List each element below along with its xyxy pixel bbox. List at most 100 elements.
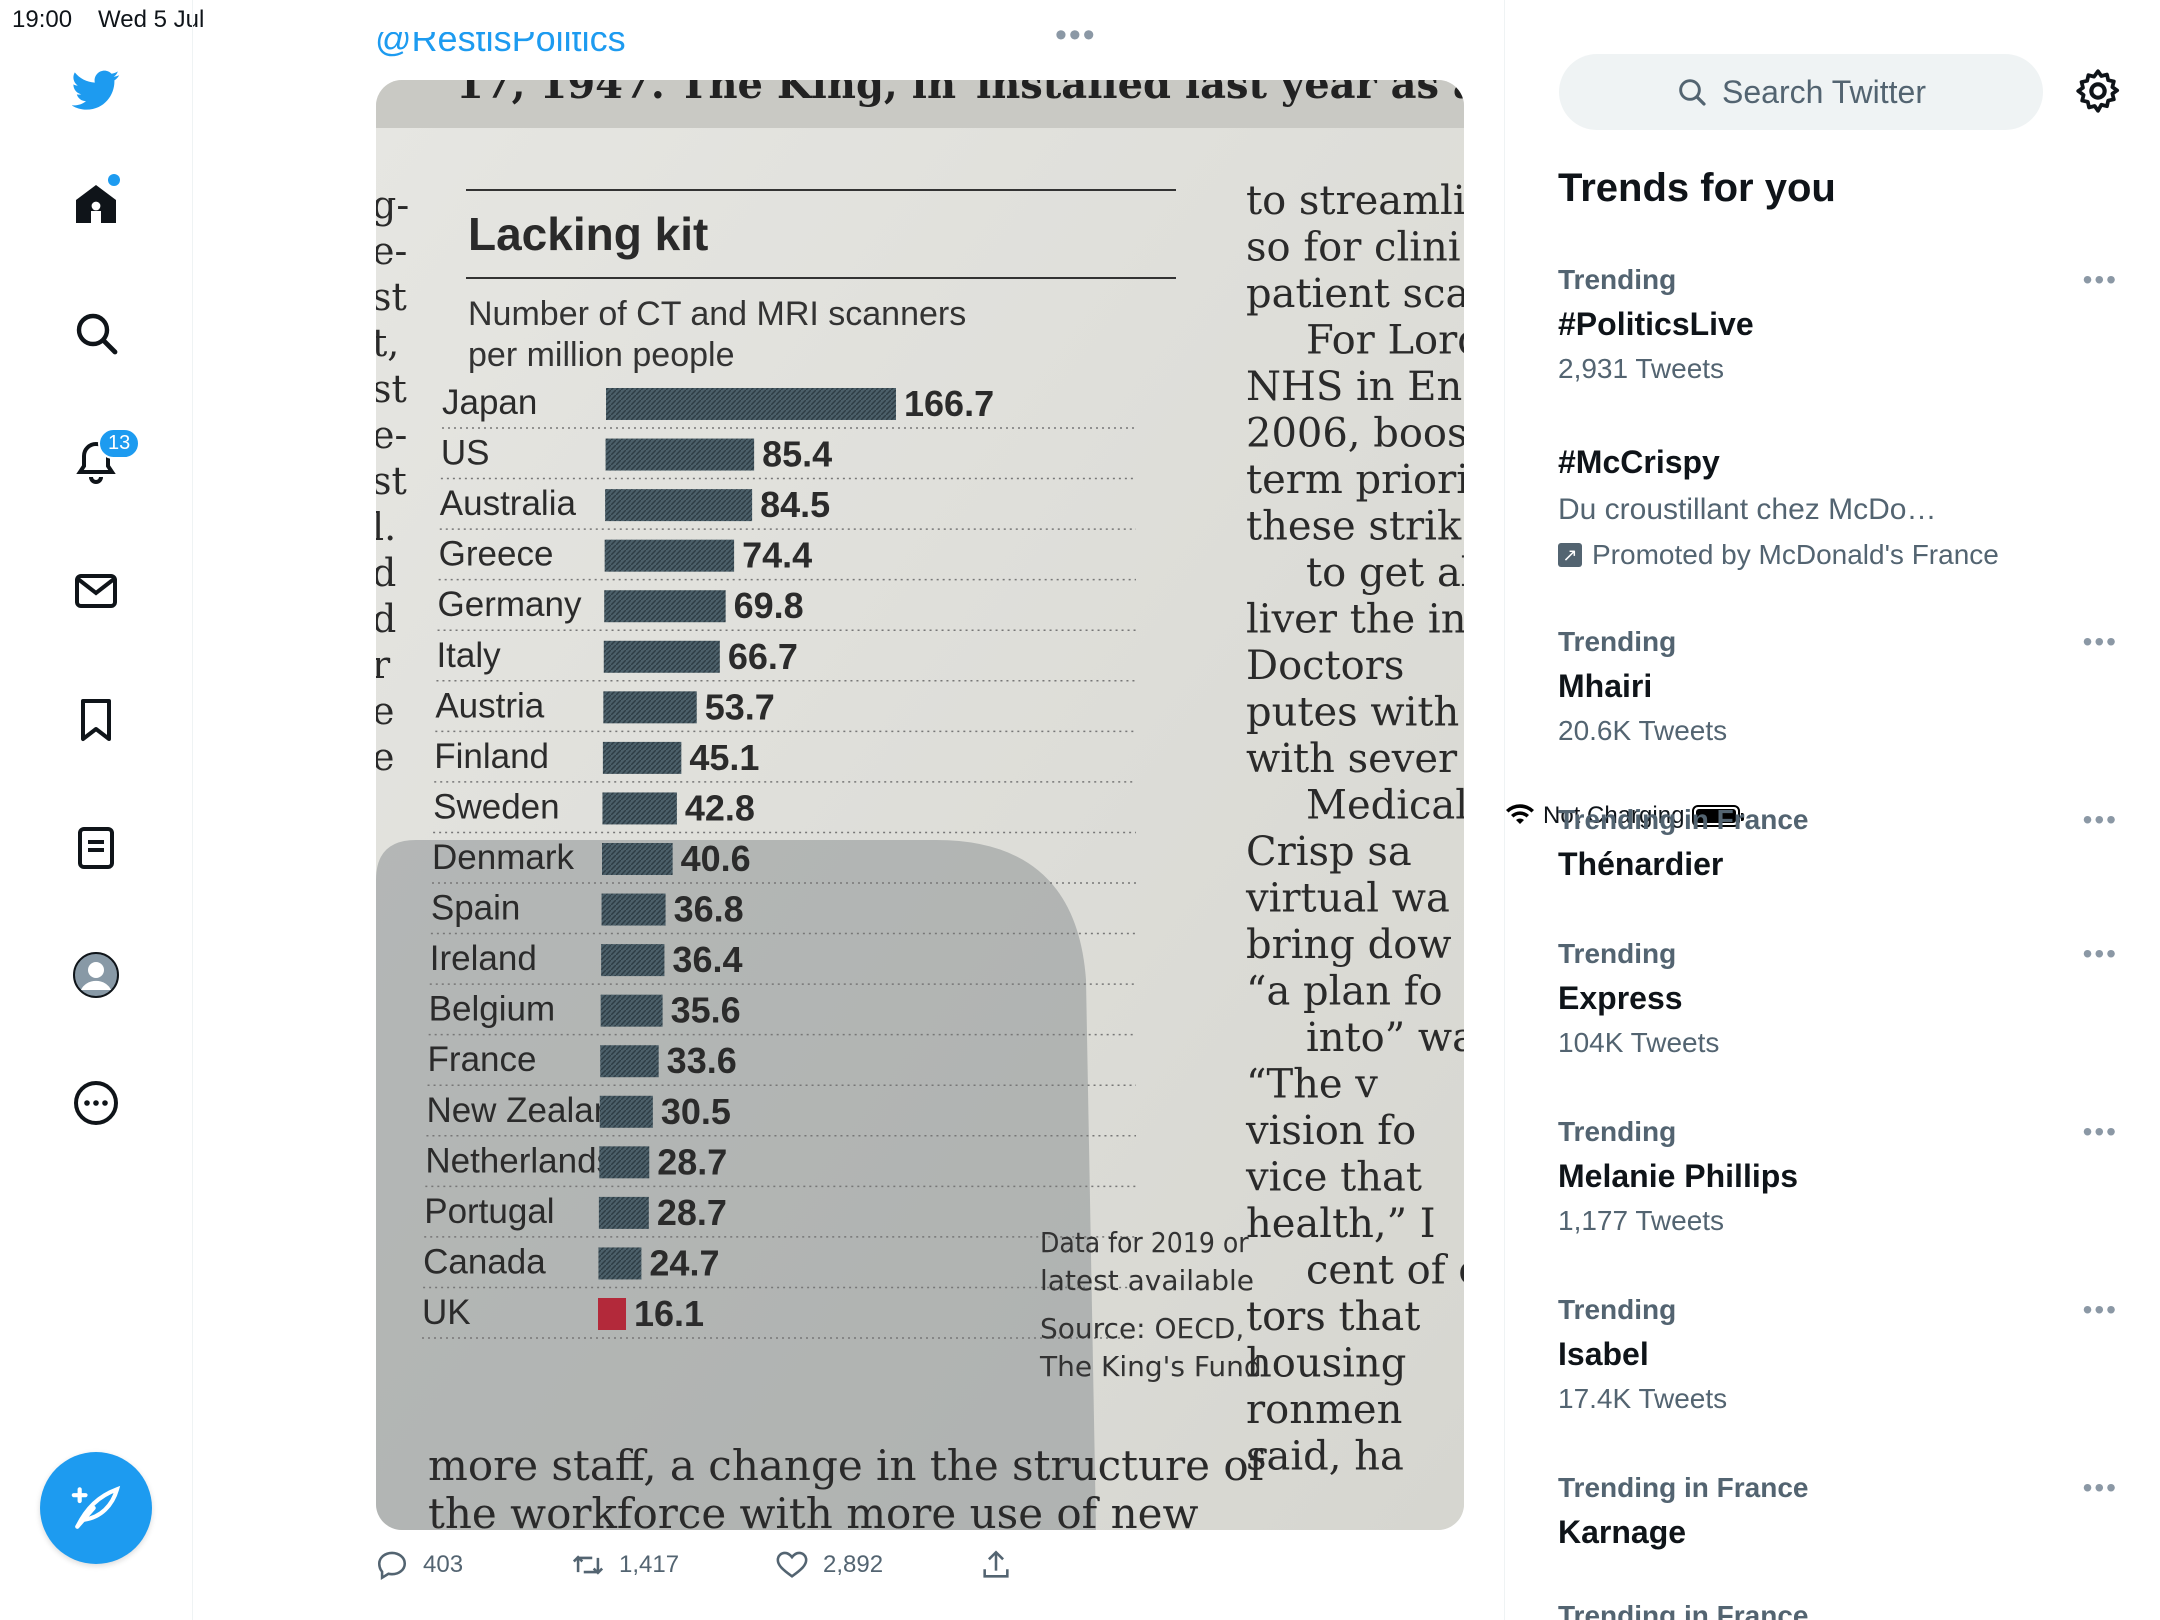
bar-value-label: 28.7 (657, 1192, 727, 1233)
status-bar: 19:00 Wed 5 Jul Not Charging (0, 0, 2160, 829)
battery-icon (1692, 805, 1745, 827)
bar-category-label: Netherlands (425, 1141, 614, 1180)
share-icon (983, 1550, 1009, 1578)
search-icon[interactable] (66, 303, 126, 363)
article-right-line: ronmen (1246, 1387, 1402, 1433)
bar (599, 1146, 650, 1179)
bar (598, 1247, 642, 1280)
trend-more-icon[interactable]: ••• (2082, 1116, 2118, 1147)
bar-value-label: 16.1 (634, 1293, 704, 1334)
promoted-trend-item[interactable]: #McCrispy Du croustillant chez McDo… ↗ P… (1558, 444, 2118, 571)
trend-more-icon[interactable]: ••• (2082, 626, 2118, 657)
trend-count: 17.4K Tweets (1558, 1383, 1728, 1414)
trend-context: Trending (1558, 1116, 1677, 1147)
trend-item[interactable]: Trending in France Karnage ••• (1558, 1472, 2118, 1551)
settings-gear-icon[interactable] (2073, 66, 2123, 116)
search-placeholder: Search Twitter (1722, 73, 1926, 110)
trend-item[interactable]: Trending Express 104K Tweets ••• (1558, 938, 2118, 1059)
bar-value-label: 74.4 (742, 535, 812, 576)
bar (598, 1196, 649, 1229)
bar-category-label: UK (422, 1293, 471, 1332)
bar (604, 590, 726, 623)
like-button[interactable]: 2,892 (775, 1548, 883, 1582)
bar (605, 438, 755, 471)
trend-context: Trending in France (1558, 804, 1809, 835)
bar-category-label: Belgium (429, 990, 555, 1029)
chart-note-line2: latest available (1040, 1264, 1254, 1297)
bar-category-label: Austria (435, 686, 544, 725)
home-unread-dot (108, 174, 120, 186)
trend-item[interactable]: Trending in France Thénardier ••• (1558, 804, 2118, 883)
bar-value-label: 28.7 (657, 1141, 727, 1182)
article-left-fragment: r (376, 643, 391, 687)
search-input[interactable]: Search Twitter (1559, 54, 2043, 130)
bar (600, 1045, 659, 1078)
bar (604, 539, 735, 572)
retweet-count: 1,417 (619, 1551, 680, 1578)
trend-item[interactable]: Trending Mhairi 20.6K Tweets ••• (1558, 626, 2118, 747)
trend-more-icon[interactable]: ••• (2082, 938, 2118, 969)
bar-category-label: Portugal (424, 1192, 554, 1231)
bar-value-label: 35.6 (671, 990, 741, 1031)
messages-envelope-icon[interactable] (66, 561, 126, 621)
trend-context: Trending in France (1558, 1600, 1809, 1620)
trend-more-icon[interactable]: ••• (2082, 1472, 2118, 1503)
compose-tweet-button[interactable] (40, 1452, 152, 1564)
retweet-icon (572, 1555, 604, 1575)
tweet-photo[interactable]: 17, 1947. The King, in installed last ye… (376, 80, 1464, 1530)
article-right-line: patient scar (1246, 271, 1464, 317)
bar-value-label: 36.8 (674, 889, 744, 930)
trend-name: Isabel (1558, 1336, 1649, 1372)
bar (605, 489, 753, 522)
trend-name: Thénardier (1558, 846, 1724, 882)
more-options-icon[interactable] (66, 1073, 126, 1133)
bar-value-label: 42.8 (685, 787, 755, 828)
trend-context: Trending (1558, 938, 1677, 969)
twitter-logo-icon[interactable] (66, 60, 126, 120)
home-icon[interactable] (66, 174, 126, 234)
retweet-button[interactable]: 1,417 (571, 1548, 679, 1582)
share-button[interactable] (979, 1548, 1013, 1582)
bar-category-label: Germany (438, 585, 582, 624)
trend-more-icon[interactable]: ••• (2082, 804, 2118, 835)
trend-item[interactable]: Trending Melanie Phillips 1,177 Tweets •… (1558, 1116, 2118, 1237)
bar-category-label: Japan (442, 383, 537, 422)
bar-value-label: 45.1 (689, 737, 759, 778)
trend-context: Trending (1558, 626, 1677, 657)
more-dots-icon[interactable]: ••• (1055, 16, 1097, 54)
trend-item[interactable]: Trending #PoliticsLive 2,931 Tweets ••• (1558, 264, 2118, 385)
bar-category-label: Italy (436, 636, 501, 675)
bar-value-label: 166.7 (904, 383, 994, 424)
trend-count: 20.6K Tweets (1558, 715, 1728, 746)
article-right-line: into” was (1306, 1015, 1464, 1061)
compose-feather-icon (71, 1485, 121, 1529)
reply-icon (377, 1551, 407, 1581)
trend-item[interactable]: Trending in France (1558, 1600, 2118, 1620)
article-right-line: tors that (1246, 1294, 1420, 1340)
trend-more-icon[interactable]: ••• (2082, 264, 2118, 295)
trend-name: #PoliticsLive (1558, 306, 1754, 342)
tweet-author-handle[interactable]: @RestisPolitics (375, 18, 626, 59)
lists-icon[interactable] (66, 818, 126, 878)
profile-avatar-icon[interactable] (66, 945, 126, 1005)
trend-item[interactable]: Trending Isabel 17.4K Tweets ••• (1558, 1294, 2118, 1415)
promoted-text: Promoted by McDonald's France (1592, 539, 1999, 570)
tweet-actions: 403 1,417 2,892 (375, 1548, 1275, 1592)
trend-count: 104K Tweets (1558, 1027, 1720, 1058)
article-left-fragment: e- (376, 229, 407, 273)
notifications-bell-icon[interactable]: 13 (66, 428, 141, 492)
chart-subtitle-line1: Number of CT and MRI scanners (468, 295, 966, 333)
bar (599, 1095, 653, 1128)
chart-bars: Japan 166.7 US 85.4 Australia 84.5 Greece 74.4 G… (422, 383, 1136, 1339)
article-right-line: NHS in En (1246, 364, 1462, 410)
bookmark-icon[interactable] (66, 690, 126, 750)
bar (601, 893, 666, 926)
article-left-fragment: st (376, 275, 407, 319)
reply-button[interactable]: 403 (375, 1548, 463, 1582)
bar-category-label: France (428, 1040, 537, 1079)
article-left-fragment: l. (376, 505, 396, 549)
article-right-line: these strik (1246, 504, 1462, 550)
article-right-line: cent of o (1306, 1248, 1464, 1294)
trend-more-icon[interactable]: ••• (2082, 1294, 2118, 1325)
